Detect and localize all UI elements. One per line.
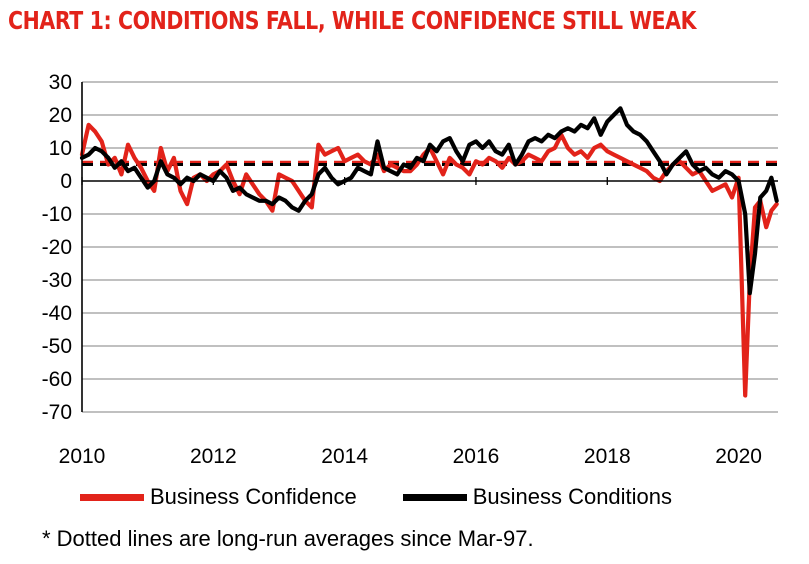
- y-tick-label: -50: [42, 335, 72, 358]
- y-tick-label: -40: [42, 302, 72, 325]
- series-line: [79, 106, 779, 296]
- y-tick-label: -10: [42, 203, 72, 226]
- legend-label-confidence: Business Confidence: [150, 484, 357, 509]
- x-tick-label: 2012: [190, 445, 237, 468]
- x-tick-label: 2018: [584, 445, 631, 468]
- legend-item-conditions: Business Conditions: [402, 484, 673, 510]
- y-tick-label: -60: [42, 368, 72, 391]
- x-tick-label: 2010: [59, 445, 106, 468]
- legend: Business Confidence Business Conditions: [80, 484, 718, 510]
- y-tick-label: -30: [42, 269, 72, 292]
- y-tick-label: 0: [60, 170, 72, 193]
- series-lines: [79, 106, 779, 398]
- y-tick-label: 10: [49, 137, 72, 160]
- y-axis-ticks: 30 20 10 0 -10 -20 -30 -40 -50 -60 -70: [42, 71, 72, 424]
- legend-label-conditions: Business Conditions: [472, 484, 673, 509]
- y-tick-label: -70: [42, 401, 72, 424]
- x-tick-label: 2016: [453, 445, 500, 468]
- axes: [81, 82, 778, 412]
- x-tick-label: 2014: [321, 445, 368, 468]
- legend-swatch-confidence: [80, 493, 144, 501]
- legend-swatch-conditions: [402, 493, 467, 501]
- y-tick-label: -20: [42, 236, 72, 259]
- grid-lines: [82, 81, 778, 413]
- legend-item-confidence: Business Confidence: [80, 484, 357, 510]
- chart-title: CHART 1: CONDITIONS FALL, WHILE CONFIDEN…: [8, 6, 697, 35]
- y-tick-label: 20: [49, 104, 72, 127]
- y-tick-label: 30: [49, 71, 72, 94]
- footnote: * Dotted lines are long-run averages sin…: [42, 526, 534, 551]
- x-tick-label: 2020: [715, 445, 762, 468]
- x-axis-ticks: 2010 2012 2014 2016 2018 2020: [59, 177, 762, 468]
